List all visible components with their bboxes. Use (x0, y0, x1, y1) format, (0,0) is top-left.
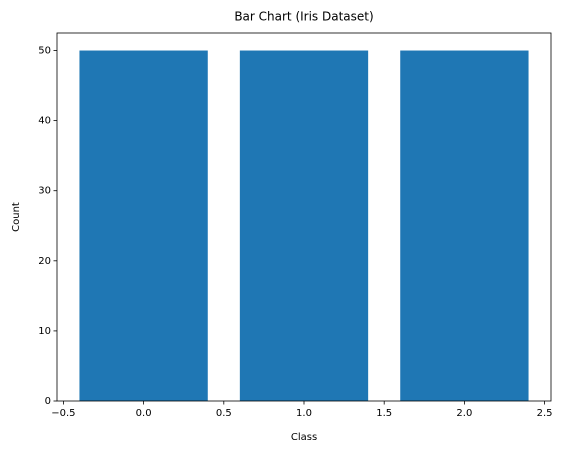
bar (79, 50, 208, 402)
x-tick-label: −0.5 (51, 408, 75, 419)
bar (400, 50, 529, 402)
x-axis-label: Class (291, 432, 317, 443)
y-tick-label: 20 (38, 256, 51, 267)
y-tick-label: 10 (38, 326, 51, 337)
x-tick-label: 0.5 (216, 408, 232, 419)
y-tick-label: 30 (38, 186, 51, 197)
y-axis-label: Count (11, 202, 22, 232)
y-tick-label: 40 (38, 116, 51, 127)
y-tick-label: 0 (45, 396, 51, 407)
bar (239, 50, 369, 402)
x-tick-label: 0.0 (136, 408, 152, 419)
x-tick-label: 2.0 (456, 408, 472, 419)
x-tick-label: 1.5 (376, 408, 392, 419)
y-tick-label: 50 (38, 46, 51, 57)
chart-title: Bar Chart (Iris Dataset) (234, 10, 373, 24)
x-tick-label: 1.0 (296, 408, 312, 419)
x-tick-label: 2.5 (537, 408, 553, 419)
